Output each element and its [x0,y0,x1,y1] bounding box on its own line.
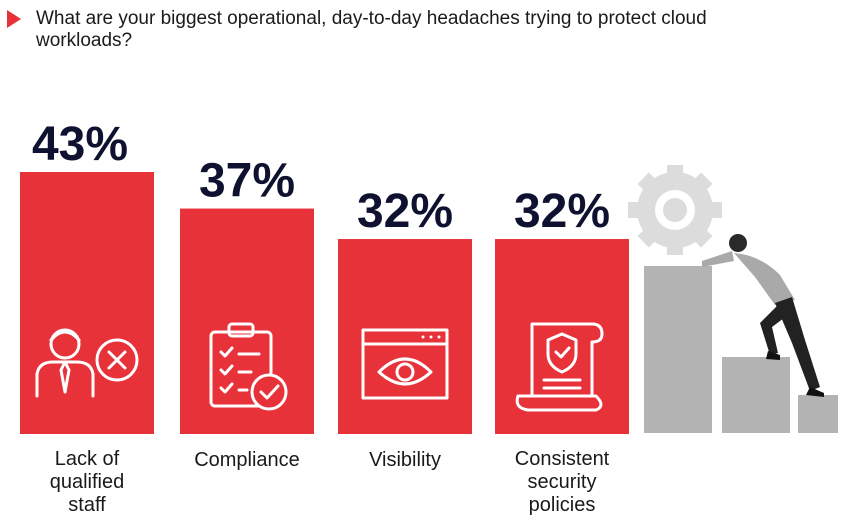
category-label: Visibility [320,449,490,472]
value-label: 32% [514,185,610,238]
value-label: 32% [357,185,453,238]
category-label-line: policies [528,494,596,516]
person-pushing-gear-illustration [628,165,838,433]
clipboard-checklist-icon [209,322,288,411]
category-label-line: Lack of [54,448,120,470]
shield-document-icon [515,322,604,412]
person-figure [702,234,824,397]
category-label-line: qualified [49,471,125,493]
category-label-line: Visibility [369,449,441,471]
bar [338,239,472,434]
category-label-line: Consistent [514,448,610,470]
bar [20,172,154,434]
value-label: 43% [32,118,128,171]
tall-block [644,266,712,433]
category-label: Lack of qualified staff [2,448,172,517]
small-block [798,395,838,433]
bullet-arrow-icon [7,10,21,28]
bar [495,239,629,434]
middle-block [722,357,790,433]
category-label: Consistent security policies [477,448,647,517]
category-label-line: security [527,471,597,493]
category-label: Compliance [162,449,332,472]
survey-question: What are your biggest operational, day-t… [36,8,707,51]
browser-eye-icon [361,328,449,400]
category-label-line: staff [68,494,106,516]
person-with-x-icon [35,328,139,398]
value-label: 37% [199,155,295,208]
bar [180,208,314,434]
category-label-line: Compliance [194,449,300,471]
